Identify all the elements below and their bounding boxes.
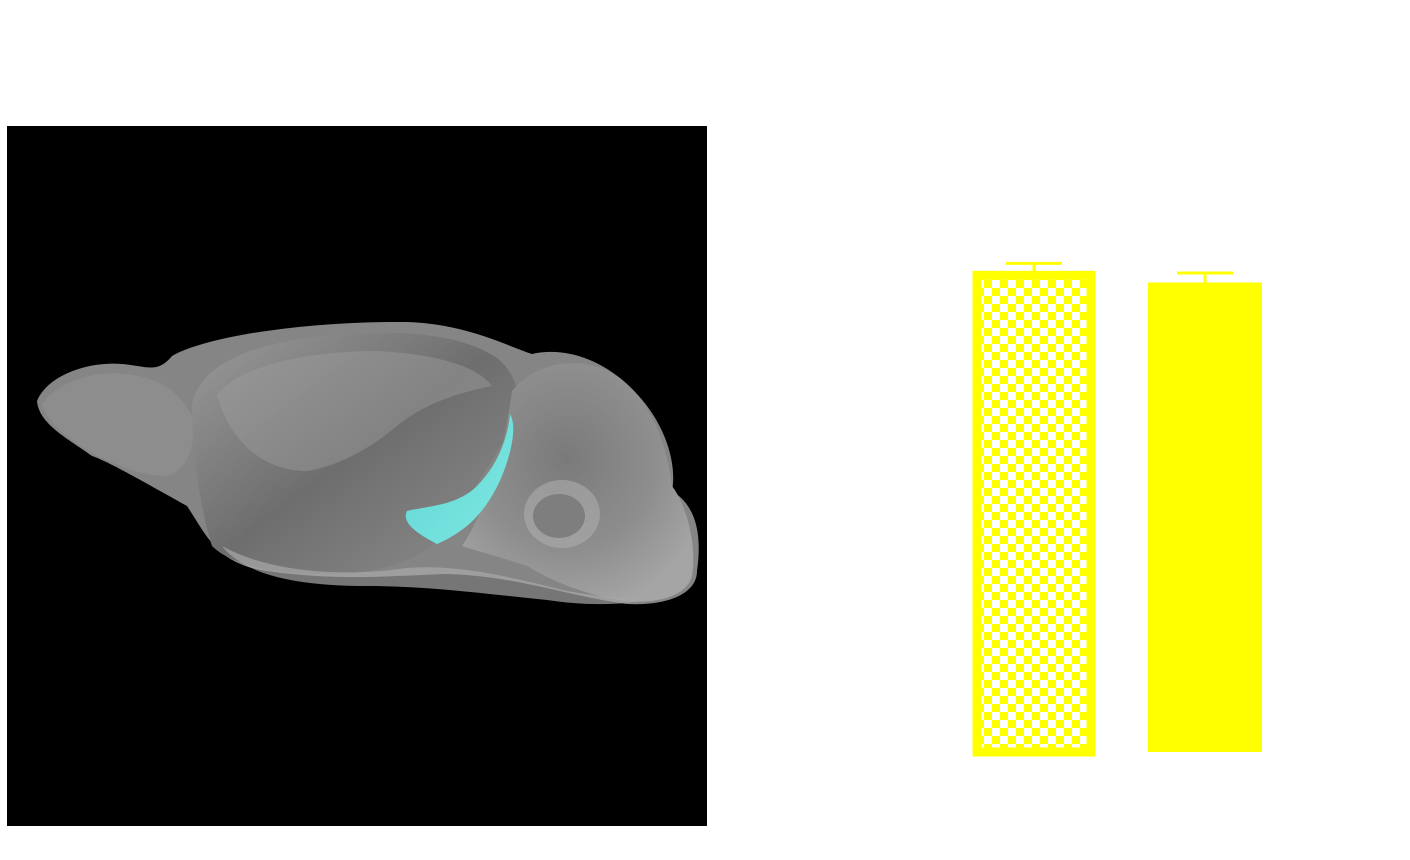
bar-2	[1148, 282, 1262, 752]
brain-cortex-sheen	[217, 351, 492, 471]
brain-3d-render	[37, 321, 699, 605]
brain-midbrain-inner	[533, 494, 585, 538]
brain-cerebellum	[462, 363, 694, 602]
brain-stem	[222, 546, 667, 605]
chart-bars	[972, 261, 1262, 757]
brain-olfactory-lobe	[42, 373, 194, 476]
brain-highlight-region	[405, 414, 514, 544]
brain-render-panel	[7, 126, 707, 826]
bar-1	[972, 270, 1096, 757]
bar-chart	[972, 261, 1262, 757]
